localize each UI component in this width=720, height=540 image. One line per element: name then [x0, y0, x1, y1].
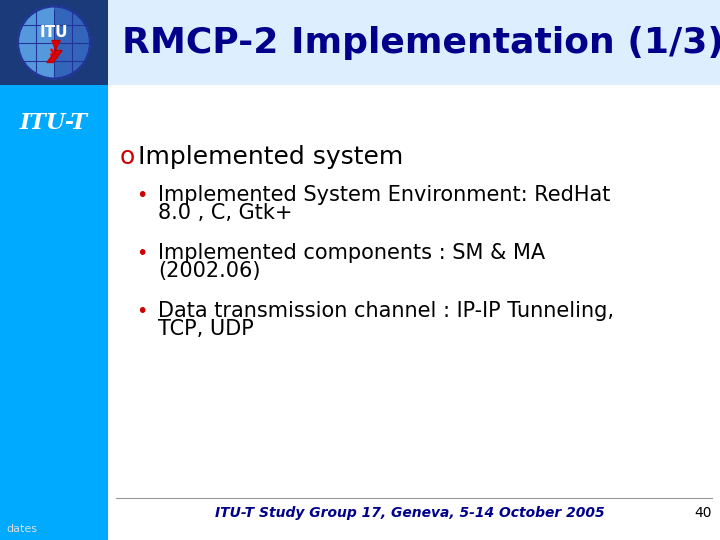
Circle shape [18, 6, 90, 78]
Text: TCP, UDP: TCP, UDP [158, 319, 253, 339]
Text: ITU: ITU [40, 25, 68, 40]
Text: •: • [136, 186, 148, 205]
Text: o: o [120, 145, 135, 169]
Polygon shape [47, 40, 62, 63]
Text: Implemented System Environment: RedHat: Implemented System Environment: RedHat [158, 185, 611, 205]
Bar [108, 85, 720, 540]
Text: ITU-T: ITU-T [20, 112, 88, 134]
Bar [0, 0, 720, 85]
Text: Implemented system: Implemented system [138, 145, 403, 169]
Text: 40: 40 [695, 506, 712, 520]
Bar [0, 0, 108, 85]
Text: RMCP-2 Implementation (1/3): RMCP-2 Implementation (1/3) [122, 25, 720, 59]
Text: Implemented components : SM & MA: Implemented components : SM & MA [158, 243, 545, 263]
Text: •: • [136, 302, 148, 321]
Bar [0, 85, 108, 540]
Text: Data transmission channel : IP-IP Tunneling,: Data transmission channel : IP-IP Tunnel… [158, 301, 614, 321]
Wedge shape [54, 6, 90, 78]
Text: •: • [136, 244, 148, 263]
Text: ITU-T Study Group 17, Geneva, 5-14 October 2005: ITU-T Study Group 17, Geneva, 5-14 Octob… [215, 506, 605, 520]
Text: dates: dates [6, 524, 37, 534]
Text: 8.0 , C, Gtk+: 8.0 , C, Gtk+ [158, 203, 292, 223]
Text: (2002.06): (2002.06) [158, 261, 261, 281]
